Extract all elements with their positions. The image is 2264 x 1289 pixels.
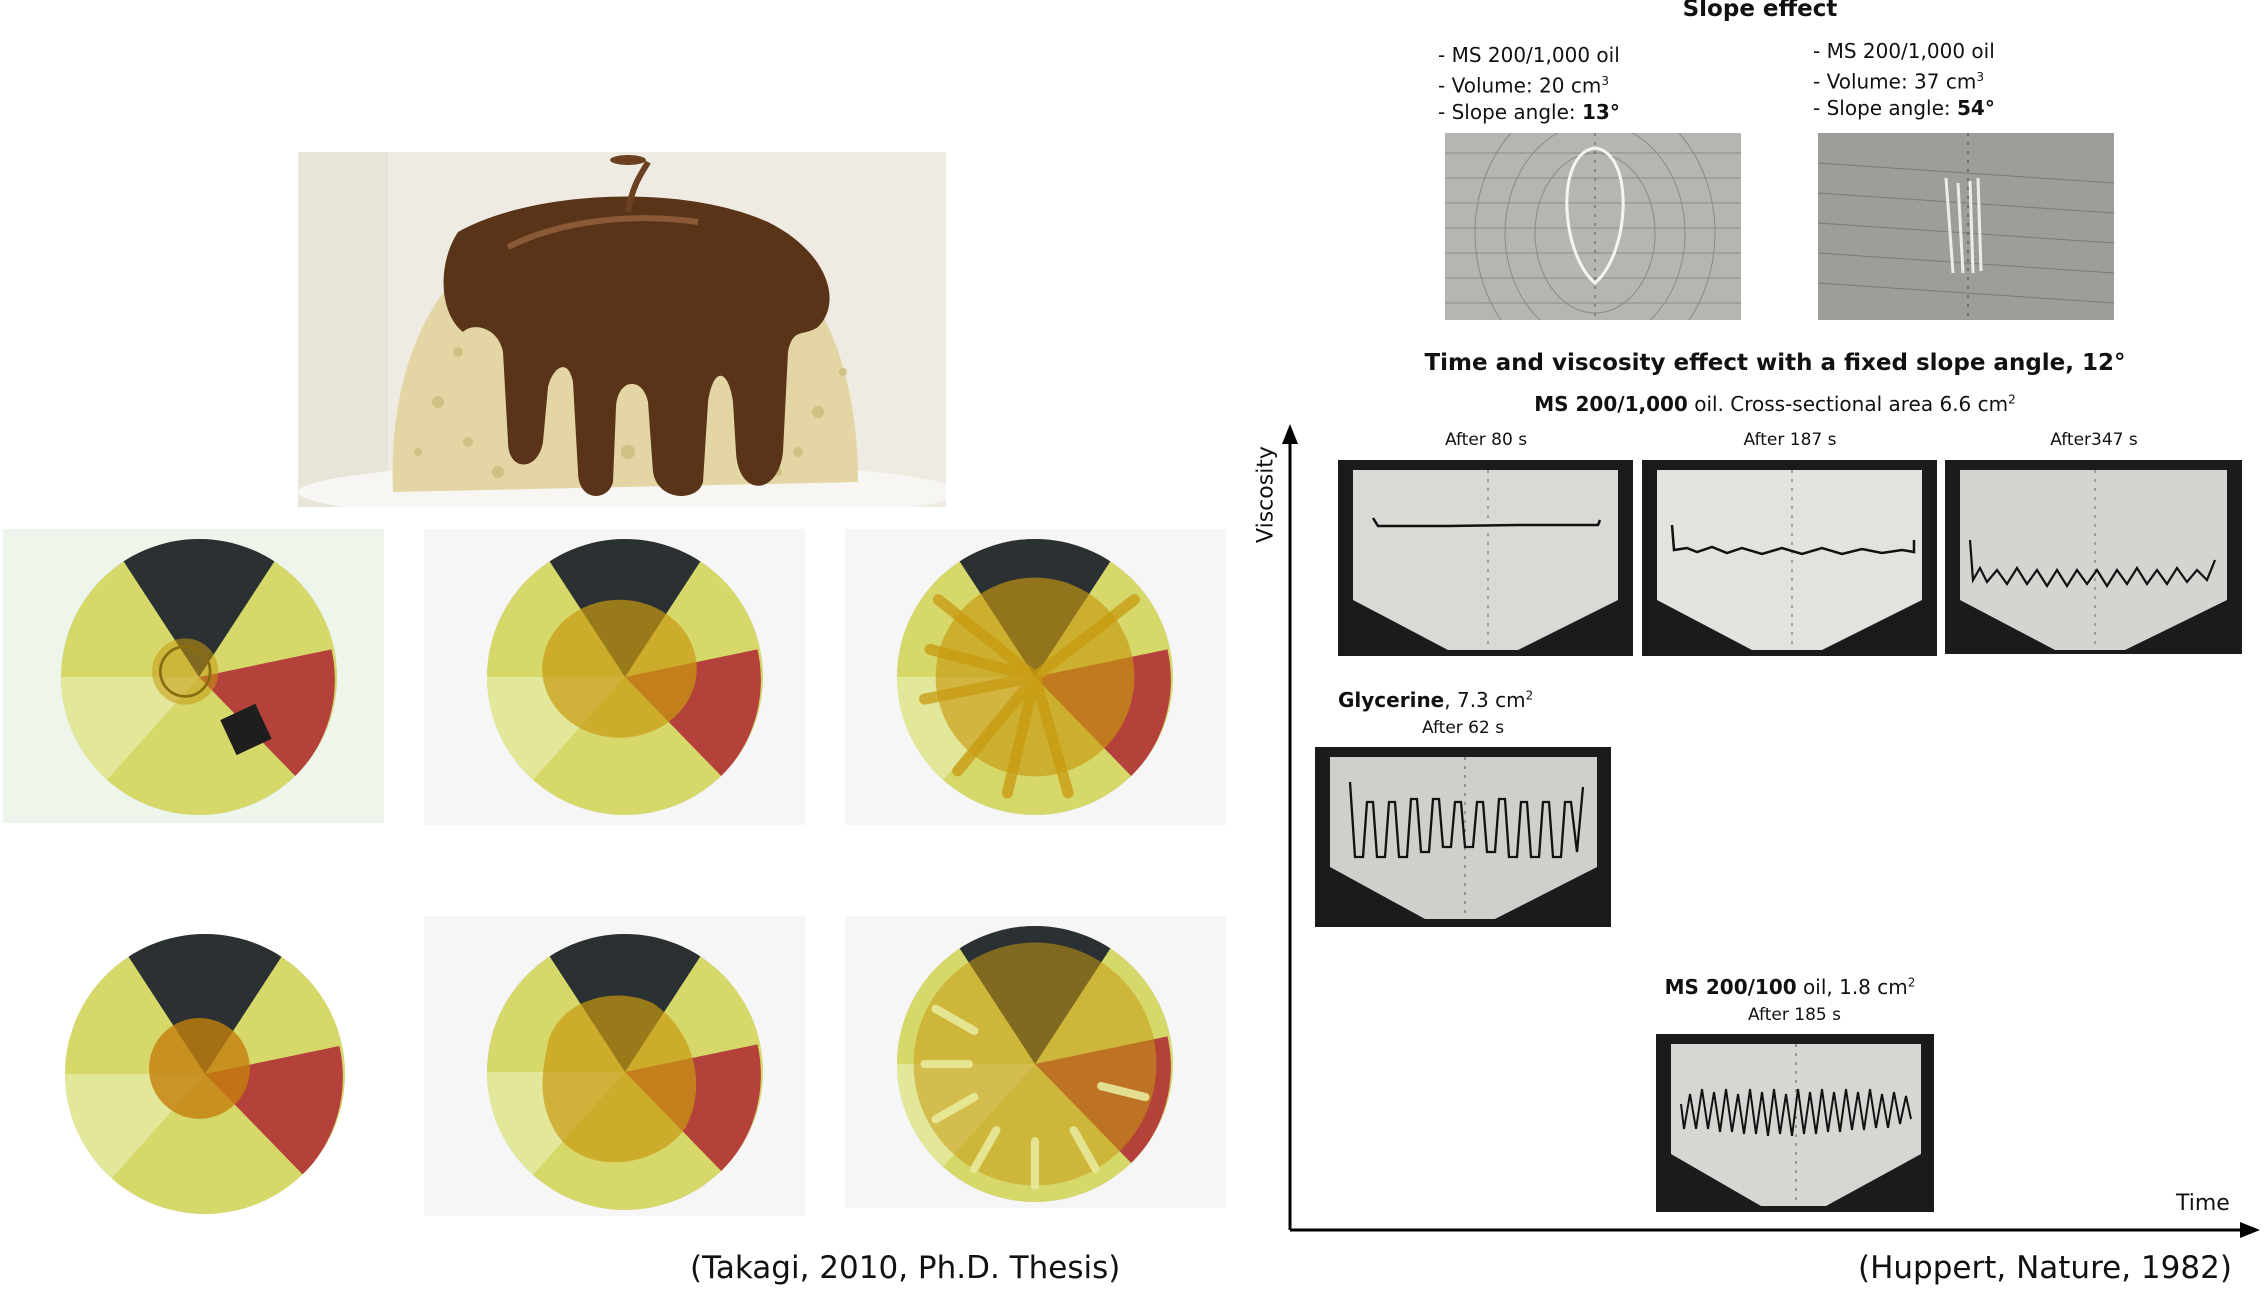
ms1000-347s-image (1945, 460, 2242, 654)
slope-13-image (1445, 133, 1741, 320)
x-axis-arrow (2240, 1222, 2260, 1238)
viscosity-axis-label: Viscosity (1253, 446, 1279, 543)
row2-caption: Glycerine, 7.3 cm2 (1338, 688, 1534, 712)
time-viscosity-title: Time and viscosity effect with a fixed s… (1424, 350, 2126, 376)
chocolate-pudding-photo (298, 152, 946, 507)
y-axis-arrow (1282, 424, 1298, 444)
slope-plate-image (61, 539, 337, 815)
after-80-label: After 80 s (1444, 430, 1528, 450)
after-62-label: After 62 s (1421, 718, 1505, 738)
slope-effect-title: Slope effect (1682, 0, 1838, 22)
slope-right-caption: - MS 200/1,000 oil - Volume: 37 cm3 - Sl… (1813, 38, 1995, 121)
slope-left-caption: - MS 200/1,000 oil - Volume: 20 cm3 - Sl… (1438, 42, 1620, 125)
after-185-label: After 185 s (1748, 1005, 1841, 1025)
ms100-185s-image (1656, 1034, 1934, 1212)
plate-panel-5 (424, 916, 805, 1216)
slope-right-volume: - Volume: 37 cm3 (1813, 69, 1984, 94)
glycerine-62s-image (1315, 747, 1611, 927)
plate-panel-3 (845, 529, 1226, 825)
slope-plate-image (487, 539, 763, 815)
slope-plate-image (487, 934, 763, 1210)
slope-right-angle: - Slope angle: 54° (1813, 95, 1995, 120)
ms1000-187s-image (1642, 460, 1937, 656)
ms1000-80s-image (1338, 460, 1633, 656)
after-347-label: After347 s (2050, 430, 2138, 450)
after-187-label: After 187 s (1743, 430, 1837, 450)
plate-panel-1 (3, 529, 384, 823)
slope-plate-image (65, 934, 345, 1214)
citation-takagi: (Takagi, 2010, Ph.D. Thesis) (690, 1250, 1121, 1286)
slope-left-oil: - MS 200/1,000 oil (1438, 43, 1620, 67)
slope-54-image (1818, 133, 2114, 320)
slope-left-angle: - Slope angle: 13° (1438, 99, 1620, 124)
slope-left-volume: - Volume: 20 cm3 (1438, 73, 1609, 98)
slope-plate-image (897, 539, 1173, 815)
plate-panel-6 (845, 916, 1226, 1208)
citation-huppert: (Huppert, Nature, 1982) (1858, 1250, 2232, 1286)
row3-caption: MS 200/100 oil, 1.8 cm2 (1664, 975, 1916, 999)
slope-plate-image (897, 926, 1173, 1202)
slope-right-oil: - MS 200/1,000 oil (1813, 39, 1995, 63)
row1-caption: MS 200/1,000 oil. Cross-sectional area 6… (1534, 392, 2016, 416)
time-axis-label: Time (2176, 1191, 2230, 1216)
plate-panel-2 (424, 529, 805, 825)
viscosity-time-axes (1282, 424, 2260, 1238)
plate-panel-4 (3, 916, 384, 1214)
